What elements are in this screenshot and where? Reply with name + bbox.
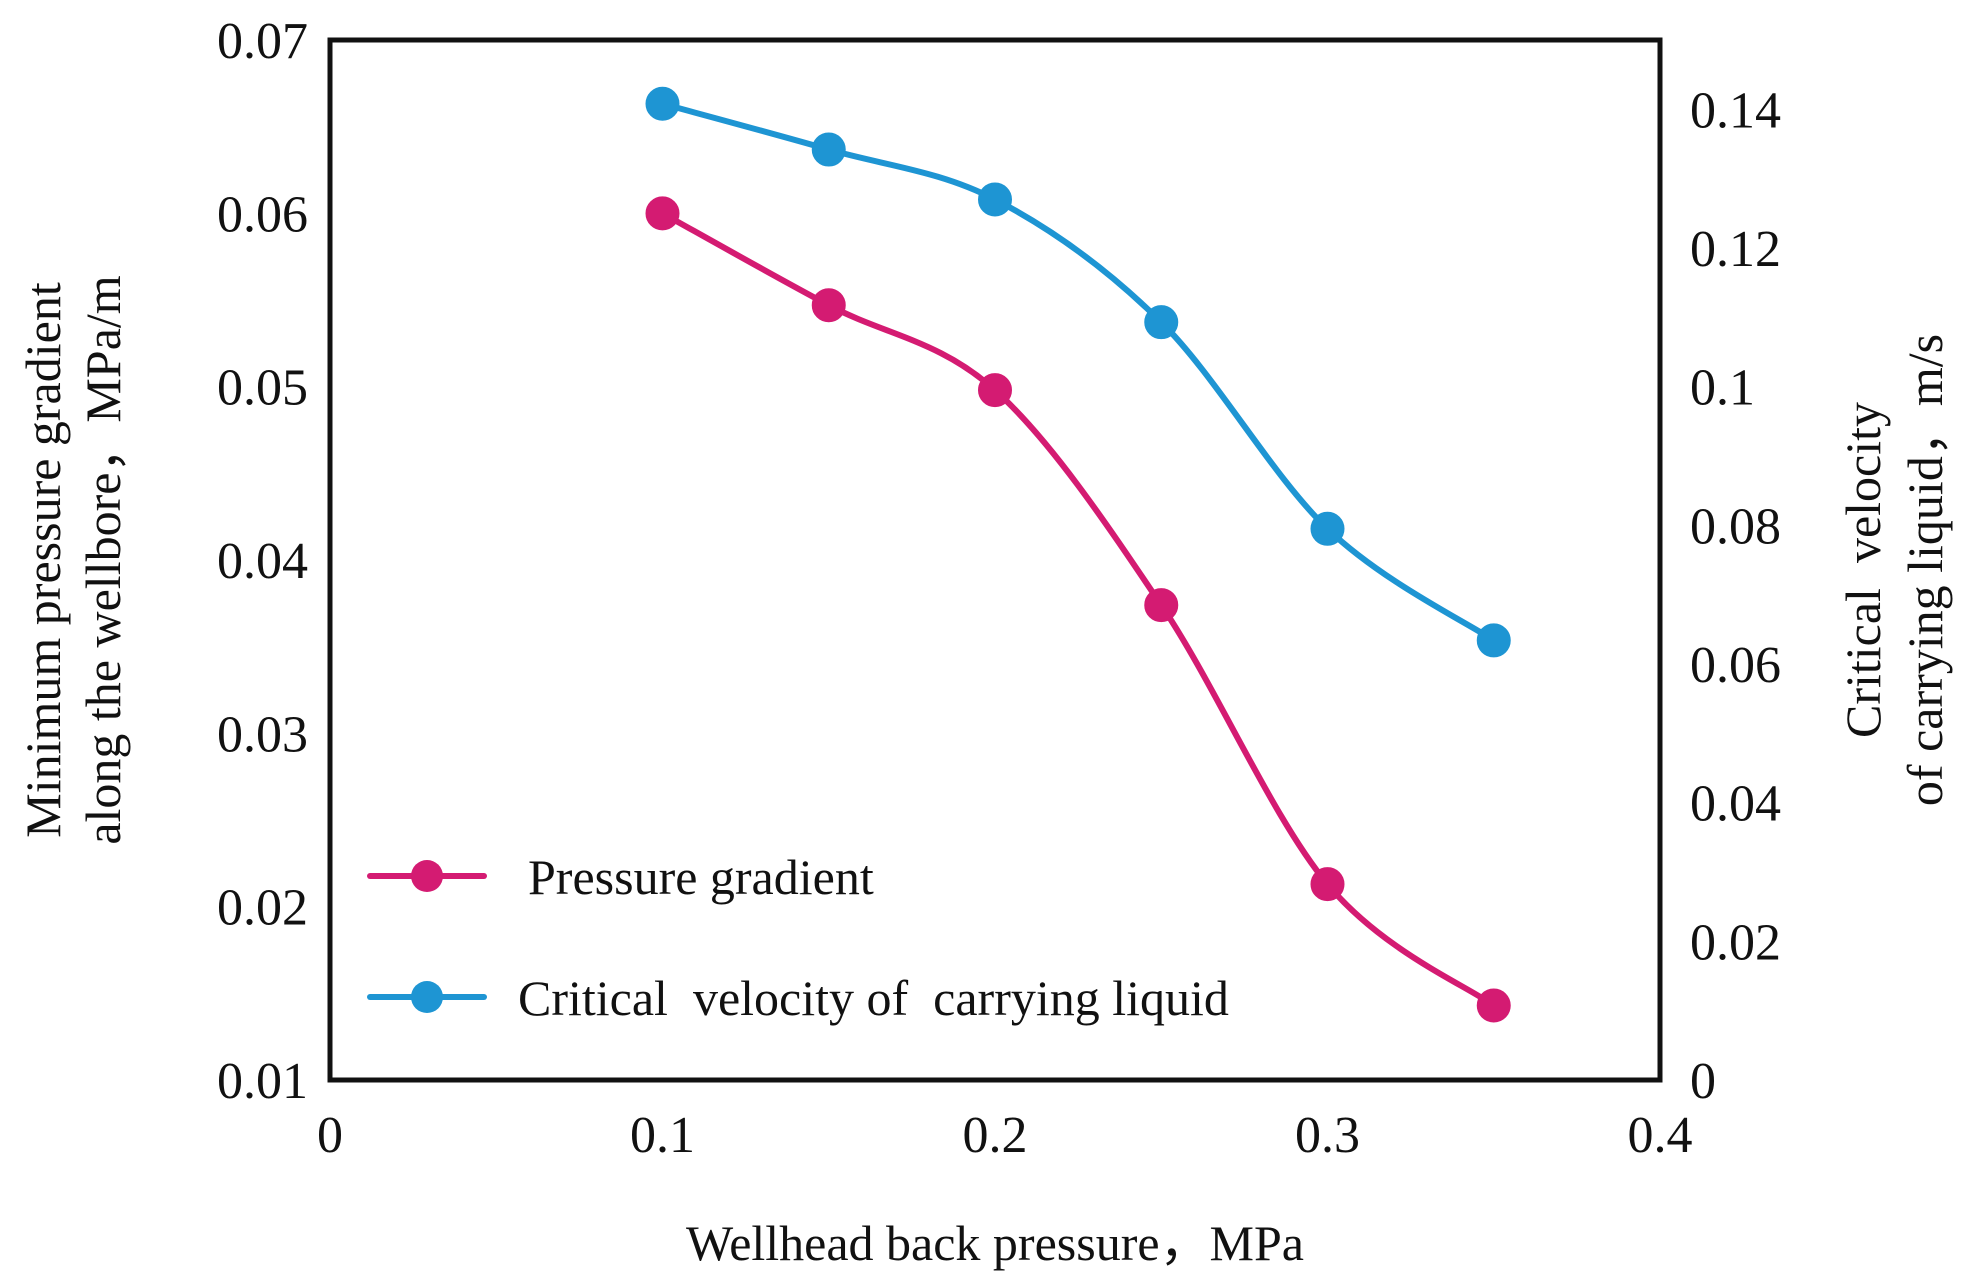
y-left-tick-label-0: 0.01 bbox=[217, 1053, 308, 1110]
series-1-point-3 bbox=[1144, 305, 1179, 340]
y-left-tick-label-2: 0.03 bbox=[217, 706, 308, 763]
y-left-tick-label-3: 0.04 bbox=[217, 533, 308, 590]
x-tick-label-4: 0.4 bbox=[1628, 1107, 1693, 1164]
series-1-point-2 bbox=[978, 182, 1012, 217]
series-0-point-5 bbox=[1476, 988, 1511, 1023]
x-axis-ticks: 0 0.1 0.2 0.3 0.4 bbox=[317, 1107, 1693, 1164]
y-right-tick-label-2: 0.04 bbox=[1690, 776, 1781, 833]
y-left-axis-title-line-1: Minimum pressure gradient bbox=[15, 282, 71, 838]
y-left-axis-ticks: 0.01 0.02 0.03 0.04 0.05 0.06 0.07 bbox=[217, 13, 308, 1110]
series-1-point-5 bbox=[1476, 623, 1511, 658]
y-left-tick-label-5: 0.06 bbox=[217, 186, 308, 243]
y-right-axis-title-line-2: of carrying liquid，m/s bbox=[1897, 334, 1953, 806]
x-tick-label-3: 0.3 bbox=[1295, 1107, 1360, 1164]
x-tick-label-0: 0 bbox=[317, 1107, 343, 1164]
series-0-point-2 bbox=[978, 373, 1012, 408]
y-right-tick-label-5: 0.1 bbox=[1690, 360, 1755, 417]
y-right-tick-label-4: 0.08 bbox=[1690, 498, 1781, 555]
series-1-point-4 bbox=[1310, 511, 1345, 546]
series-0-point-3 bbox=[1144, 588, 1179, 623]
legend-marker-critical-velocity bbox=[411, 981, 443, 1013]
y-right-tick-label-1: 0.02 bbox=[1690, 914, 1781, 971]
y-left-tick-label-6: 0.07 bbox=[217, 13, 308, 70]
y-right-axis-title-line-1: Critical velocity bbox=[1835, 402, 1891, 738]
legend: Pressure gradient Critical velocity of c… bbox=[367, 849, 1229, 1026]
series-layer bbox=[645, 86, 1511, 1023]
y-right-tick-label-0: 0 bbox=[1690, 1053, 1716, 1110]
series-0-point-4 bbox=[1310, 867, 1345, 902]
x-tick-label-1: 0.1 bbox=[630, 1107, 695, 1164]
legend-marker-pressure-gradient bbox=[411, 860, 443, 892]
x-axis-title: Wellhead back pressure，MPa bbox=[686, 1215, 1304, 1271]
y-left-tick-label-4: 0.05 bbox=[217, 360, 308, 417]
series-0-point-0 bbox=[645, 196, 680, 231]
legend-label-critical-velocity: Critical velocity of carrying liquid bbox=[518, 970, 1229, 1026]
legend-label-pressure-gradient: Pressure gradient bbox=[528, 849, 874, 905]
plot-frame bbox=[327, 37, 1663, 1083]
y-right-tick-label-6: 0.12 bbox=[1690, 221, 1781, 278]
series-line-1 bbox=[659, 100, 1497, 644]
series-1-point-1 bbox=[811, 132, 846, 167]
y-left-tick-label-1: 0.02 bbox=[217, 880, 308, 937]
series-1-point-0 bbox=[645, 86, 680, 121]
series-0-point-1 bbox=[811, 288, 846, 323]
y-left-axis-title-line-2: along the wellbore，MPa/m bbox=[75, 275, 131, 844]
y-right-tick-label-3: 0.06 bbox=[1690, 637, 1781, 694]
y-right-axis-ticks: 0 0.02 0.04 0.06 0.08 0.1 0.12 0.14 bbox=[1690, 82, 1781, 1110]
x-tick-label-2: 0.2 bbox=[963, 1107, 1028, 1164]
y-right-tick-label-7: 0.14 bbox=[1690, 82, 1781, 139]
